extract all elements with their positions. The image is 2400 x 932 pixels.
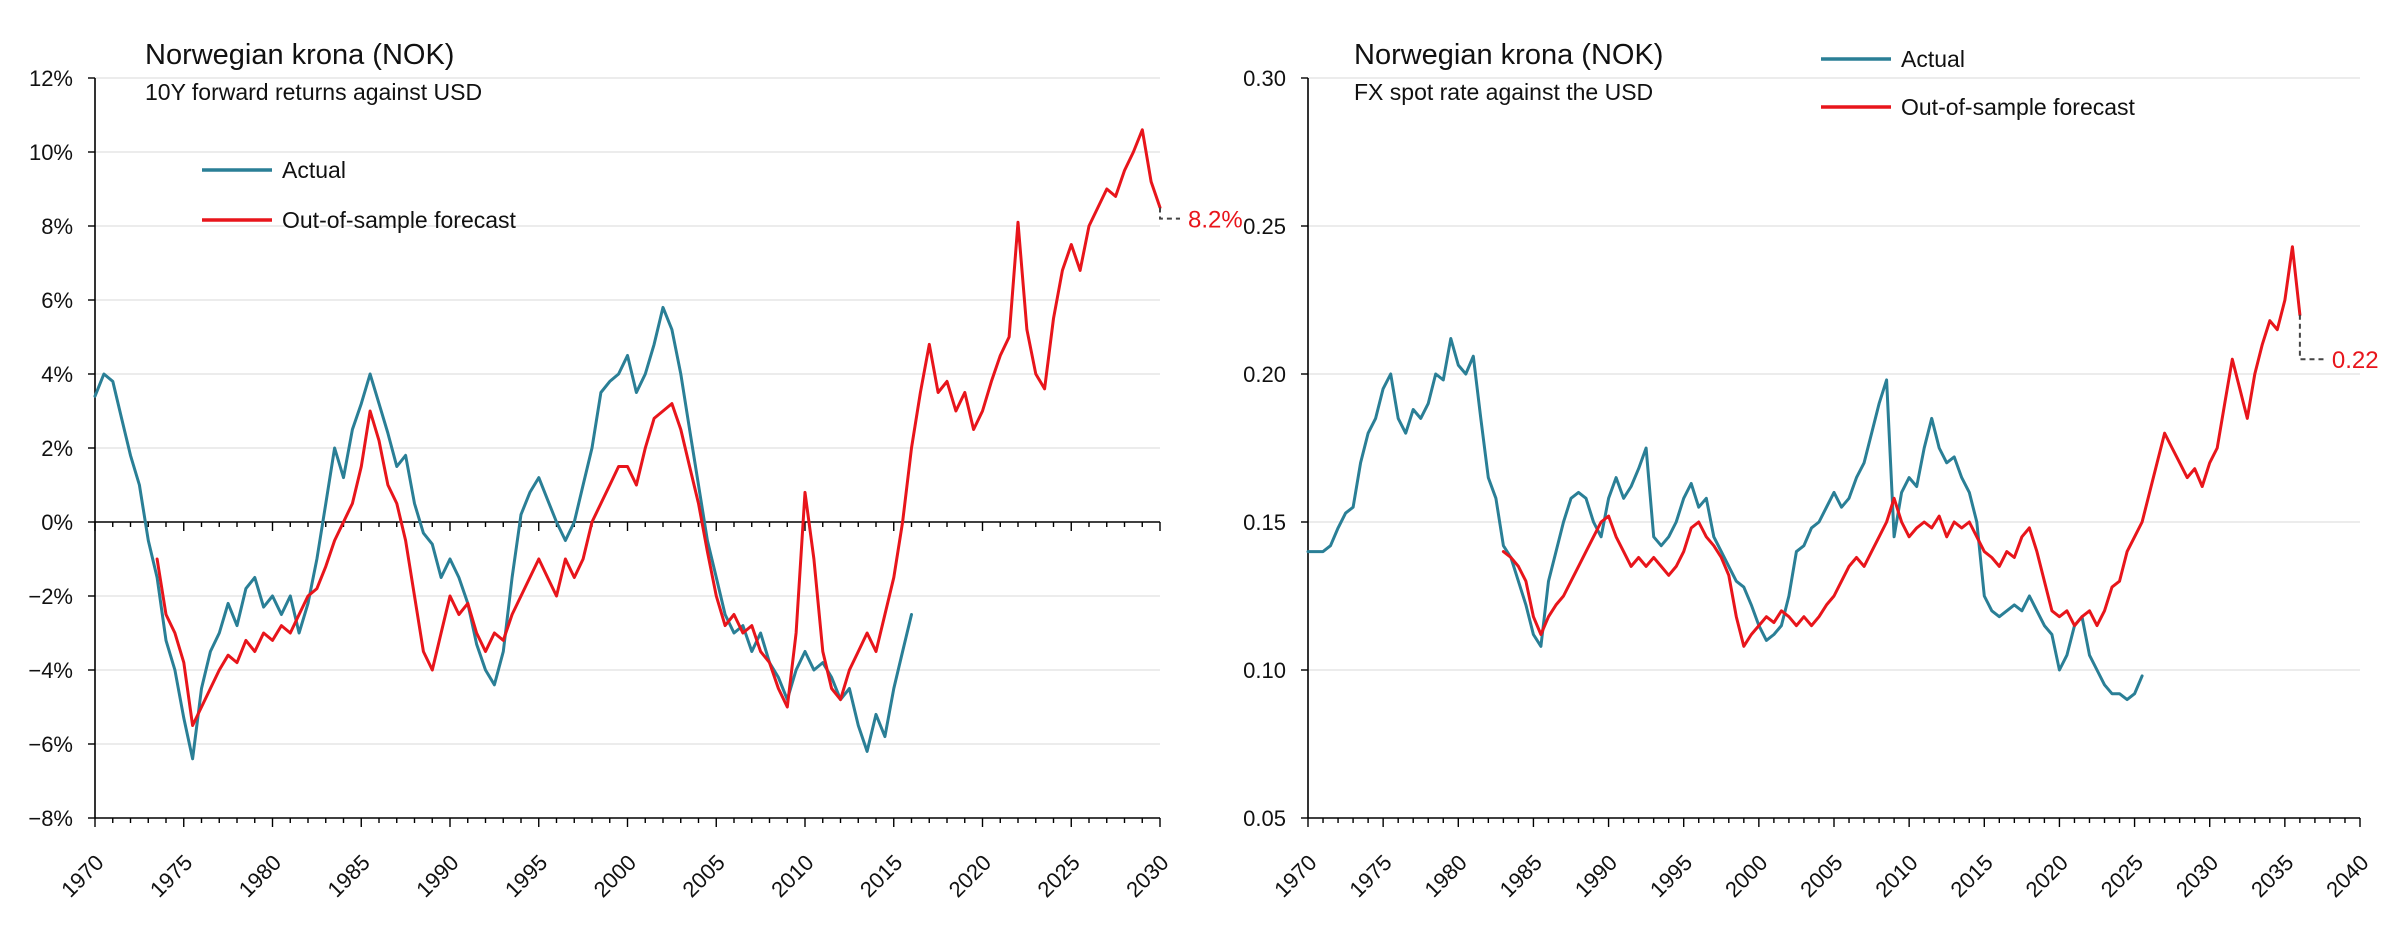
x-tick-label: 2030 [2171, 850, 2223, 902]
y-tick-label: 10% [29, 140, 73, 165]
x-tick-label: 1985 [1495, 850, 1547, 902]
x-tick-label: 1975 [145, 850, 197, 902]
legend-label-forecast: Out-of-sample forecast [282, 207, 517, 233]
x-tick-label: 1995 [500, 850, 552, 902]
series-actual-line [1306, 337, 2144, 702]
chart-title: Norwegian krona (NOK) [1354, 39, 1663, 71]
x-tick-label: 1975 [1344, 850, 1396, 902]
x-tick-label: 1990 [411, 850, 463, 902]
y-tick-label: 12% [29, 66, 73, 91]
x-tick-label: 1980 [234, 850, 286, 902]
legend-label-actual: Actual [282, 157, 346, 183]
x-tick-label: 1970 [1269, 850, 1321, 902]
right-chart-panel: 0.05 0.10 0.15 0.20 0.25 0.30 1970 1975 1980 1985… [1243, 39, 2378, 902]
y-tick-label: 0.05 [1243, 806, 1286, 831]
x-tick-label: 2000 [589, 850, 641, 902]
y-tick-label: 0.10 [1243, 658, 1286, 683]
x-tick-label: 2015 [1946, 850, 1998, 902]
x-tick-label: 2000 [1720, 850, 1772, 902]
y-tick-label: 0.15 [1243, 510, 1286, 535]
x-tick-label: 2025 [2096, 850, 2148, 902]
x-tick-label: 2040 [2321, 850, 2373, 902]
x-tick-label: 2005 [1795, 850, 1847, 902]
y-tick-label: −2% [28, 584, 73, 609]
x-tick-label: 2030 [1121, 850, 1173, 902]
y-tick-label: −4% [28, 658, 73, 683]
series-forecast-line [1501, 245, 2302, 648]
y-tick-label: −8% [28, 806, 73, 831]
series-forecast-line [155, 128, 1162, 727]
y-tick-label: 0.30 [1243, 66, 1286, 91]
y-tick-label: 0% [41, 510, 73, 535]
end-connector [1159, 207, 1180, 220]
x-tick-label: 2015 [855, 850, 907, 902]
x-tick-label: 1970 [56, 850, 108, 902]
x-tick-label: 1990 [1570, 850, 1622, 902]
x-tick-label: 2010 [1870, 850, 1922, 902]
series-actual-line [93, 305, 913, 761]
y-tick-label: 8% [41, 214, 73, 239]
legend-label-forecast: Out-of-sample forecast [1901, 94, 2136, 120]
chart-subtitle: 10Y forward returns against USD [145, 79, 482, 105]
x-tick-label: 2005 [677, 850, 729, 902]
y-tick-label: 2% [41, 436, 73, 461]
y-tick-label: 6% [41, 288, 73, 313]
x-tick-label: 1995 [1645, 850, 1697, 902]
x-tick-label: 2020 [2021, 850, 2073, 902]
y-tick-label: −6% [28, 732, 73, 757]
y-tick-label: 4% [41, 362, 73, 387]
chart-title: Norwegian krona (NOK) [145, 39, 454, 71]
legend-label-actual: Actual [1901, 46, 1965, 72]
x-tick-label: 2010 [766, 850, 818, 902]
y-tick-label: 0.25 [1243, 214, 1286, 239]
y-tick-label: 0.20 [1243, 362, 1286, 387]
x-tick-label: 2020 [944, 850, 996, 902]
x-tick-label: 2035 [2246, 850, 2298, 902]
end-connector [2298, 314, 2324, 361]
end-value-label: 0.22 [2332, 347, 2379, 374]
x-tick-label: 1985 [322, 850, 374, 902]
left-chart-panel: −8% −6% −4% −2% 0% 2% 4% 6% 8% 10% 12% 1970 1975 1980… [28, 39, 1242, 902]
x-tick-label: 1980 [1420, 850, 1472, 902]
x-tick-label: 2025 [1032, 850, 1084, 902]
end-value-label: 8.2% [1188, 207, 1243, 234]
chart-subtitle: FX spot rate against the USD [1354, 79, 1653, 105]
